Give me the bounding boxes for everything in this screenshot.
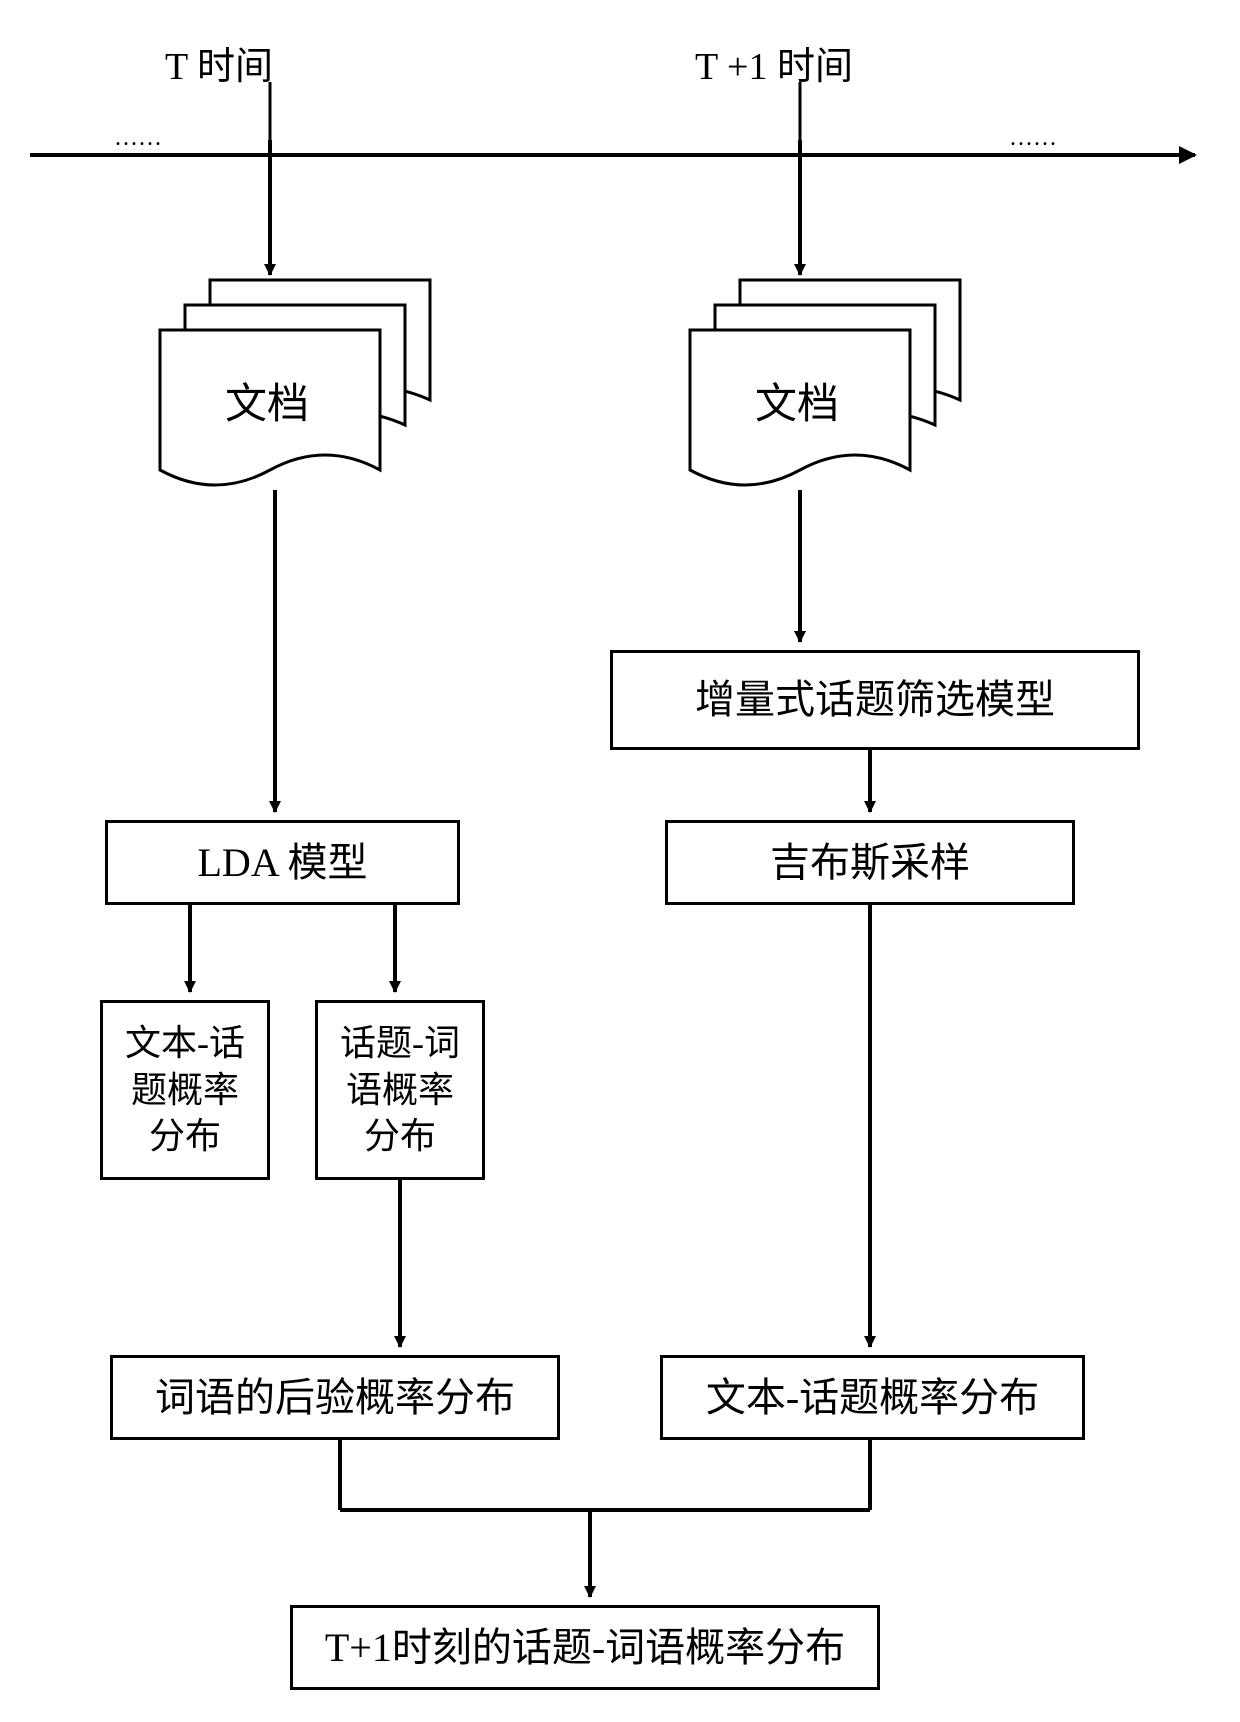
gibbs-box: 吉布斯采样 xyxy=(665,820,1075,905)
gibbs-label: 吉布斯采样 xyxy=(770,837,970,889)
text-topic-box: 文本-话 题概率 分布 xyxy=(100,1000,270,1180)
flowchart-diagram: T 时间 T +1 时间 ...... ...... xyxy=(0,0,1240,1722)
lda-box: LDA 模型 xyxy=(105,820,460,905)
topic-word-label: 话题-词 语概率 分布 xyxy=(340,1020,460,1160)
lda-label: LDA 模型 xyxy=(198,837,368,889)
doc-label-right: 文档 xyxy=(755,370,839,431)
final-box: T+1时刻的话题-词语概率分布 xyxy=(290,1605,880,1690)
topic-word-box: 话题-词 语概率 分布 xyxy=(315,1000,485,1180)
posterior-box: 词语的后验概率分布 xyxy=(110,1355,560,1440)
incremental-box: 增量式话题筛选模型 xyxy=(610,650,1140,750)
text-topic2-box: 文本-话题概率分布 xyxy=(660,1355,1085,1440)
posterior-label: 词语的后验概率分布 xyxy=(155,1372,515,1424)
incremental-label: 增量式话题筛选模型 xyxy=(695,674,1055,726)
text-topic-label: 文本-话 题概率 分布 xyxy=(125,1020,245,1160)
doc-label-left: 文档 xyxy=(225,370,309,431)
final-label: T+1时刻的话题-词语概率分布 xyxy=(325,1622,845,1674)
text-topic2-label: 文本-话题概率分布 xyxy=(706,1372,1039,1424)
